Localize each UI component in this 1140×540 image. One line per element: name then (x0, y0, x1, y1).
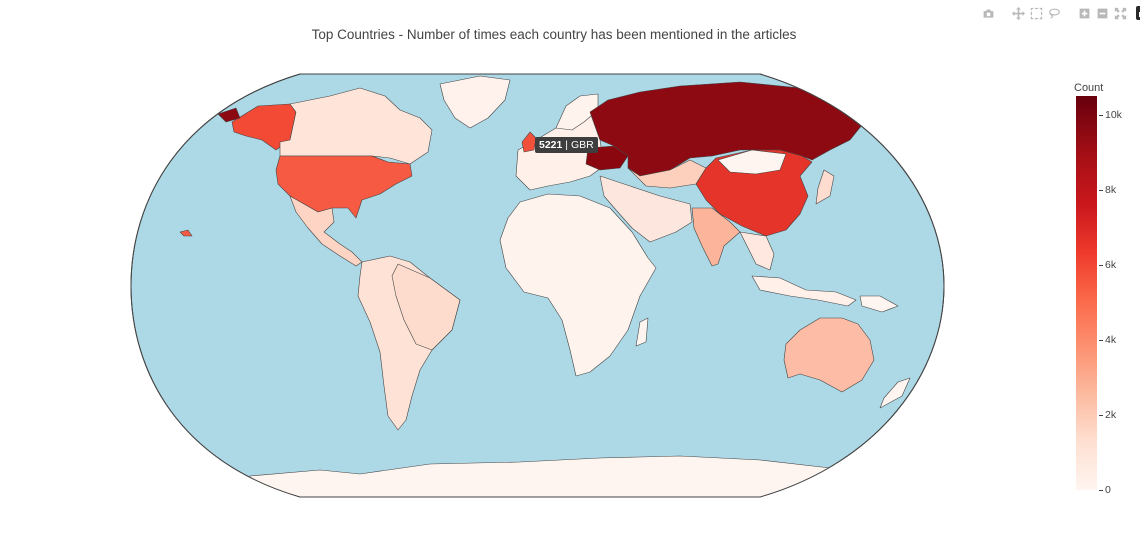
country-jpn[interactable] (815, 169, 835, 205)
colorbar-tick-label: 8k (1105, 183, 1117, 196)
country-middle-east[interactable] (599, 175, 693, 243)
country-mdg[interactable] (635, 317, 649, 347)
country-usa[interactable] (275, 155, 413, 219)
colorbar-tick (1099, 189, 1103, 191)
camera-icon[interactable] (980, 5, 996, 21)
country-can[interactable] (279, 87, 433, 165)
colorbar-tick-label: 2k (1105, 408, 1117, 421)
colorbar-title: Count (1074, 82, 1104, 94)
globe-outline (130, 73, 945, 498)
lasso-icon[interactable] (1046, 5, 1062, 21)
country-mng[interactable] (717, 149, 787, 175)
colorbar-tick-label: 6k (1105, 258, 1117, 271)
zoom-out-icon[interactable] (1094, 5, 1110, 21)
country-grl[interactable] (439, 75, 511, 129)
country-rus-east-tip[interactable] (217, 107, 241, 123)
country-scandinavia[interactable] (555, 93, 599, 131)
country-ind[interactable] (691, 207, 741, 267)
hover-separator: | (565, 139, 569, 151)
chart-title: Top Countries - Number of times each cou… (311, 27, 797, 42)
country-se-asia[interactable] (739, 231, 775, 271)
country-png[interactable] (859, 295, 899, 313)
country-ata[interactable] (249, 455, 831, 520)
plotly-logo-icon[interactable] (1136, 6, 1140, 20)
country-mex[interactable] (289, 195, 363, 267)
country-aus[interactable] (783, 317, 875, 393)
country-idn[interactable] (751, 275, 857, 307)
colorbar-tick (1099, 339, 1103, 341)
hover-value: 5221 (539, 139, 563, 151)
colorbar-tick (1099, 114, 1103, 116)
pan-icon[interactable] (1010, 5, 1026, 21)
colorbar-tick-label: 0 (1105, 484, 1111, 496)
zoom-in-icon[interactable] (1076, 5, 1092, 21)
hover-code: GBR (570, 139, 594, 151)
colorbar-tick-label: 10k (1105, 108, 1122, 121)
country-nzl[interactable] (879, 377, 911, 409)
hover-tooltip: 5221 | GBR (535, 137, 598, 153)
box-select-icon[interactable] (1028, 5, 1044, 21)
country-usa-hawaii[interactable] (179, 229, 193, 237)
colorbar-tick-label: 4k (1105, 333, 1117, 346)
colorbar-tick (1099, 490, 1103, 491)
country-africa[interactable] (499, 193, 657, 377)
country-bra[interactable] (391, 263, 461, 351)
world-map[interactable] (0, 0, 1070, 540)
country-chn[interactable] (695, 149, 813, 237)
autoscale-icon[interactable] (1112, 5, 1128, 21)
colorbar-tick (1099, 264, 1103, 266)
colorbar-tick (1099, 414, 1103, 416)
colorbar (1076, 96, 1097, 490)
